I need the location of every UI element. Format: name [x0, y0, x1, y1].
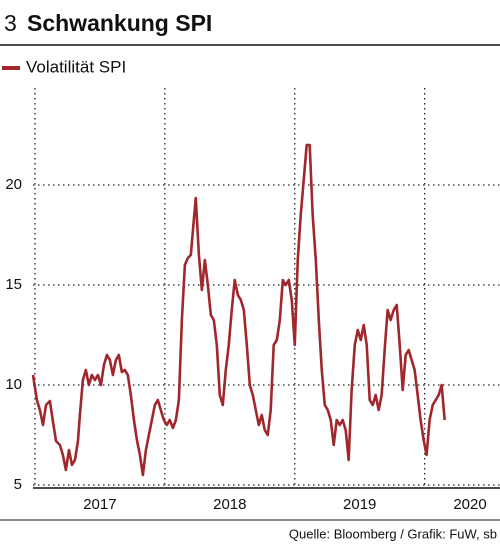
chart-title: Schwankung SPI — [27, 10, 212, 36]
y-tick-label: 10 — [5, 376, 22, 393]
legend-label: Volatilität SPI — [26, 57, 126, 76]
data-line — [31, 143, 446, 477]
x-tick-label: 2017 — [83, 496, 116, 513]
y-tick-label: 20 — [5, 176, 22, 193]
y-tick-label: 15 — [5, 276, 22, 293]
x-tick-label: 2019 — [343, 496, 376, 513]
y-tick-label: 5 — [14, 476, 22, 493]
x-tick-label: 2018 — [213, 496, 246, 513]
x-tick-label: 2020 — [453, 496, 486, 513]
chart-number: 3 — [4, 10, 17, 36]
source: Quelle: Bloomberg / Grafik: FuW, sb — [289, 526, 497, 541]
